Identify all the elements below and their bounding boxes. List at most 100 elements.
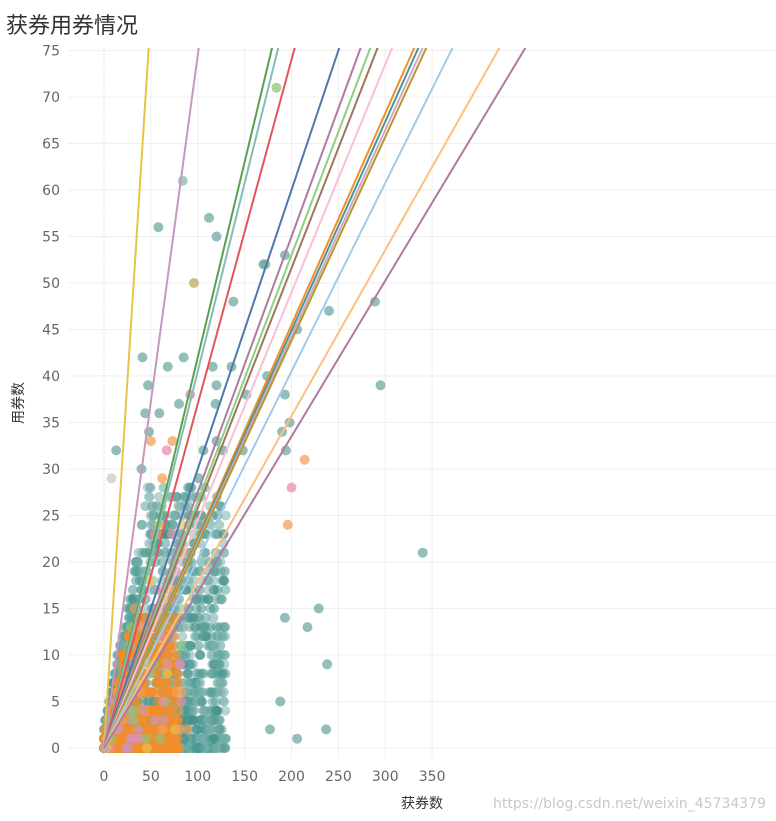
scatter-point <box>195 677 206 688</box>
y-tick-label: 30 <box>42 462 60 478</box>
scatter-point <box>197 631 208 642</box>
scatter-point <box>175 603 186 614</box>
scatter-point <box>199 622 210 633</box>
scatter-point <box>106 473 117 484</box>
scatter-point <box>145 510 156 521</box>
scatter-point <box>160 538 171 549</box>
scatter-point <box>188 715 199 726</box>
y-tick-label: 35 <box>42 416 60 432</box>
scatter-point <box>220 705 231 716</box>
scatter-point <box>279 389 290 400</box>
scatter-point <box>202 715 213 726</box>
scatter-point <box>157 650 168 660</box>
scatter-point <box>175 640 186 651</box>
x-axis-label: 获券数 <box>401 796 443 812</box>
scatter-point <box>161 743 172 753</box>
scatter-point <box>199 733 210 744</box>
x-tick-label: 0 <box>100 769 109 785</box>
scatter-point <box>188 612 199 623</box>
scatter-point <box>146 501 157 512</box>
scatter-point <box>212 631 223 642</box>
scatter-point <box>203 594 214 605</box>
x-tick-label: 100 <box>184 769 211 785</box>
trend-line <box>103 48 274 749</box>
scatter-point <box>369 296 380 307</box>
y-tick-label: 25 <box>42 509 60 525</box>
trend-line <box>103 48 372 749</box>
scatter-point <box>174 724 185 735</box>
scatter-point <box>313 603 324 614</box>
scatter-point <box>154 408 165 419</box>
scatter-point <box>153 222 164 233</box>
scatter-point <box>220 733 231 744</box>
scatter-point <box>141 733 152 744</box>
trend-line <box>103 48 501 749</box>
scatter-point <box>123 743 134 753</box>
scatter-point <box>167 519 178 530</box>
scatter-point <box>211 380 222 391</box>
scatter-point <box>206 650 217 660</box>
scatter-point <box>324 305 334 316</box>
scatter-point <box>128 715 139 726</box>
scatter-point <box>168 510 179 521</box>
watermark: https://blog.csdn.net/weixin_45734379 <box>493 796 766 812</box>
scatter-point <box>174 659 185 670</box>
scatter-point <box>188 705 199 716</box>
y-tick-label: 65 <box>42 137 60 153</box>
scatter-point <box>210 696 221 707</box>
scatter-point <box>282 519 293 530</box>
scatter-point <box>145 705 156 716</box>
scatter-point <box>111 445 122 456</box>
scatter-point <box>129 705 140 716</box>
scatter-point <box>140 547 151 558</box>
scatter-point <box>140 408 151 419</box>
scatter-point <box>127 584 138 595</box>
scatter-point <box>218 696 229 707</box>
scatter-point <box>196 687 207 698</box>
scatter-point <box>196 603 207 614</box>
scatter-point <box>150 743 161 753</box>
axis-ticks: 0 50 100 150 200 250 300 350 0 5 10 15 20 25 30 35 40 45 5… <box>42 44 445 786</box>
scatter-point <box>167 436 178 447</box>
x-tick-label: 350 <box>419 769 446 785</box>
scatter-point <box>209 659 220 670</box>
scatter-point <box>141 724 152 735</box>
scatter-point <box>188 687 199 698</box>
scatter-point <box>211 724 222 735</box>
scatter-point <box>217 668 228 679</box>
scatter-point <box>130 566 141 577</box>
trend-line <box>103 48 280 749</box>
scatter-point <box>211 705 222 716</box>
scatter-point <box>158 696 169 707</box>
scatter-point <box>302 622 313 633</box>
x-tick-label: 50 <box>142 769 160 785</box>
scatter-point <box>177 631 188 642</box>
scatter-point <box>204 212 214 223</box>
scatter-point <box>203 584 214 595</box>
scatter-point <box>279 612 290 623</box>
scatter-point <box>219 631 230 642</box>
scatter-point <box>177 175 188 186</box>
y-axis-label: 用券数 <box>11 382 27 424</box>
x-tick-label: 150 <box>231 769 258 785</box>
trend-line <box>103 48 362 749</box>
scatter-point <box>190 631 201 642</box>
scatter-point <box>162 659 173 670</box>
scatter-point <box>205 640 216 651</box>
y-tick-label: 10 <box>42 648 60 664</box>
trend-line <box>103 48 454 749</box>
scatter-point <box>165 733 176 744</box>
scatter-point <box>162 361 173 372</box>
chart-title: 获券用券情况 <box>6 14 139 39</box>
scatter-point <box>136 519 147 530</box>
scatter-point <box>220 584 231 595</box>
scatter-point <box>190 622 201 633</box>
scatter-point <box>271 82 282 93</box>
scatter-point <box>165 705 176 716</box>
scatter-point <box>146 668 157 679</box>
scatter-point <box>299 454 310 465</box>
scatter-point <box>218 547 229 558</box>
scatter-point <box>292 733 303 744</box>
trend-line <box>103 48 341 749</box>
